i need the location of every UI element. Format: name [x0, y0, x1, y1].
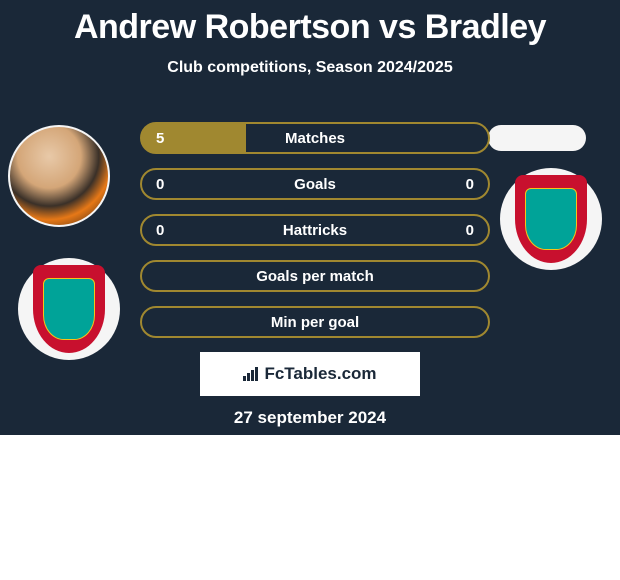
branding-box: FcTables.com: [200, 352, 420, 396]
stat-label: Matches: [285, 130, 345, 147]
stat-left-value: 0: [156, 222, 164, 239]
stat-right-value: 0: [466, 222, 474, 239]
branding-text: FcTables.com: [264, 364, 376, 384]
stats-container: 5 Matches 0 Goals 0 0 Hattricks 0 Goals …: [140, 122, 490, 352]
stat-row-hattricks: 0 Hattricks 0: [140, 214, 490, 246]
stat-label: Hattricks: [283, 222, 347, 239]
player-left-avatar: [8, 125, 110, 227]
stat-left-value: 0: [156, 176, 164, 193]
page-title: Andrew Robertson vs Bradley: [0, 0, 620, 47]
player-right-avatar: [488, 125, 586, 151]
stat-left-value: 5: [156, 130, 164, 147]
club-right-badge: [500, 168, 602, 270]
liverpool-crest-icon: [33, 265, 105, 353]
stat-right-value: 0: [466, 176, 474, 193]
liverpool-crest-icon: [515, 175, 587, 263]
club-left-badge: [18, 258, 120, 360]
chart-bars-icon: [243, 367, 258, 381]
stat-row-min-per-goal: Min per goal: [140, 306, 490, 338]
page-subtitle: Club competitions, Season 2024/2025: [0, 59, 620, 77]
stat-row-goals-per-match: Goals per match: [140, 260, 490, 292]
stat-row-goals: 0 Goals 0: [140, 168, 490, 200]
stat-row-matches: 5 Matches: [140, 122, 490, 154]
stat-label: Goals per match: [256, 268, 374, 285]
stat-label: Goals: [294, 176, 336, 193]
stat-label: Min per goal: [271, 314, 359, 331]
date-text: 27 september 2024: [234, 408, 386, 428]
